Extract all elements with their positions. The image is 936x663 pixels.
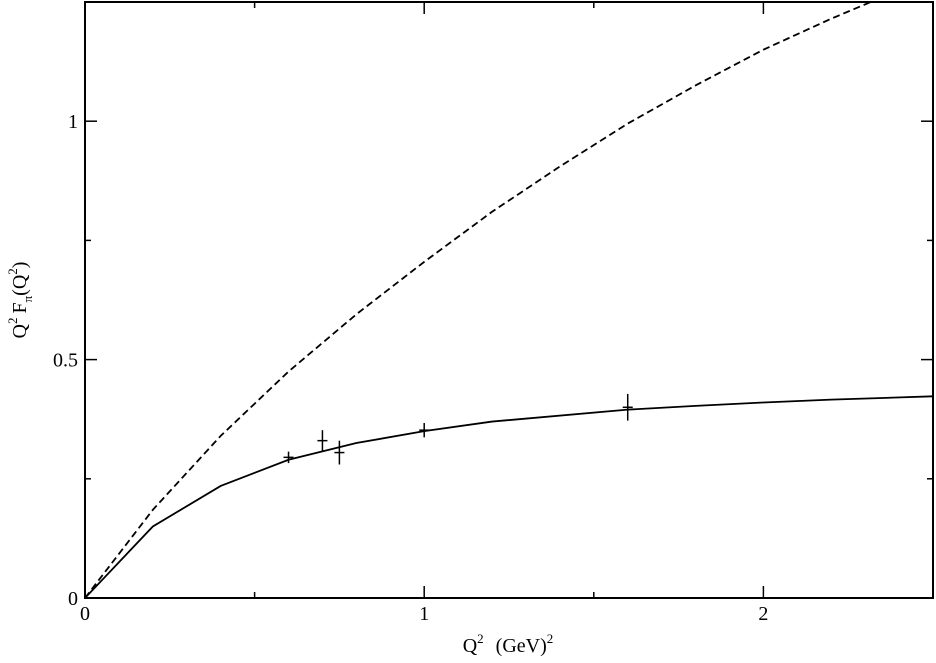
x-tick-label: 0 bbox=[80, 603, 90, 625]
data-points bbox=[283, 393, 633, 465]
y-label-open: (Q bbox=[9, 274, 31, 296]
y-label-q: Q bbox=[9, 323, 31, 338]
y-label-q-sup: 2 bbox=[5, 318, 20, 325]
y-tick-label: 0.5 bbox=[53, 350, 78, 372]
x-tick-label: 2 bbox=[758, 603, 768, 625]
curves bbox=[85, 2, 933, 598]
data-point bbox=[622, 393, 633, 421]
data-point bbox=[283, 451, 294, 464]
y-label-close: ) bbox=[9, 262, 31, 269]
x-label-q: Q bbox=[463, 635, 478, 657]
x-label-unit: (GeV) bbox=[496, 635, 547, 657]
tick-labels: 0 1 2 0 0.5 1 bbox=[53, 111, 768, 625]
data-point bbox=[334, 440, 345, 465]
y-tick-label: 1 bbox=[68, 111, 78, 133]
axis-ticks bbox=[84, 2, 933, 599]
x-tick-label: 1 bbox=[419, 603, 429, 625]
x-axis-label: Q2 (GeV)2 bbox=[463, 631, 554, 657]
plot-frame bbox=[84, 1, 934, 599]
y-label-f-sub: π bbox=[20, 295, 35, 302]
data-point bbox=[317, 430, 328, 452]
y-tick-label: 0 bbox=[68, 588, 78, 610]
dashed-curve bbox=[85, 2, 874, 598]
x-label-q-sup: 2 bbox=[477, 631, 484, 646]
y-label-f: F bbox=[9, 302, 31, 313]
solid-curve bbox=[85, 395, 933, 598]
y-label-arg-sup: 2 bbox=[5, 268, 20, 275]
data-point bbox=[419, 423, 430, 438]
x-label-unit-sup: 2 bbox=[547, 631, 554, 646]
y-axis-label: Q2Fπ(Q2) bbox=[5, 262, 35, 339]
